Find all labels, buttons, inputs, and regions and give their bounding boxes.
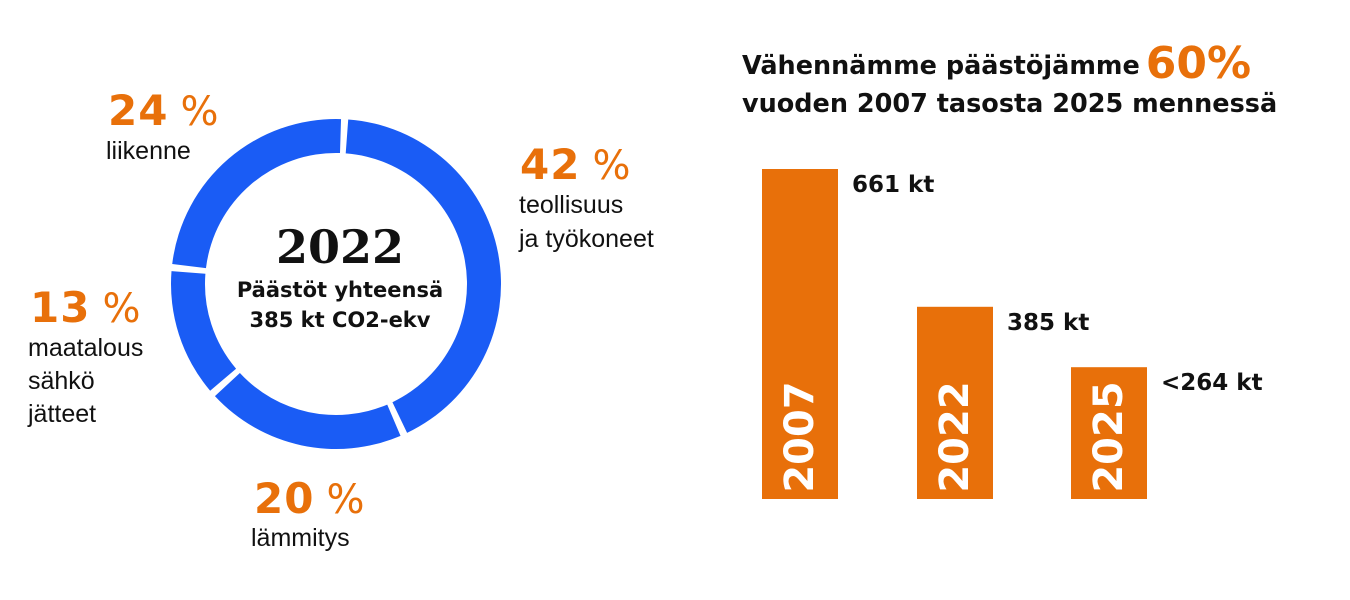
- bar-category-label-2025: 2025: [1086, 381, 1132, 492]
- bar-2007: [762, 169, 838, 499]
- chart-title-text: Vähennämme päästöjämme: [742, 51, 1140, 81]
- donut-slice-0: [345, 119, 501, 433]
- chart-title-accent: 60%: [1145, 38, 1252, 89]
- bar-category-label-2007: 2007: [777, 381, 823, 492]
- slice-label-jatteet: jätteet: [28, 400, 97, 428]
- slice-label-teollisuus-2: ja työkoneet: [519, 225, 654, 253]
- bar-category-label-2022: 2022: [932, 381, 978, 492]
- slice-percent-maatalous: 13%: [30, 283, 141, 332]
- slice-label-teollisuus-1: teollisuus: [519, 191, 624, 219]
- donut-slice-3: [172, 118, 342, 269]
- bar-2022: [917, 306, 993, 499]
- slice-percent-teollisuus: 42%: [520, 140, 631, 189]
- slice-label-sahko: sähkö: [28, 367, 95, 395]
- bar-value-label-2022: 385 kt: [1007, 310, 1089, 336]
- bar-value-label-2007: 661 kt: [852, 172, 934, 198]
- donut-center-total: 385 kt CO2-ekv: [249, 308, 431, 332]
- donut-center-label: Päästöt yhteensä: [236, 278, 444, 302]
- donut-center-year: 2022: [275, 220, 405, 274]
- bar-2025: [1071, 367, 1147, 499]
- slice-label-maatalous: maatalous: [28, 334, 144, 362]
- chart-title-line2: vuoden 2007 tasosta 2025 mennessä: [742, 89, 1278, 119]
- slice-percent-lammitys: 20%: [254, 474, 365, 523]
- slice-label-lammitys: lämmitys: [251, 524, 350, 552]
- bar-value-label-2025: <264 kt: [1161, 370, 1263, 396]
- donut-slice-2: [171, 271, 237, 391]
- slice-percent-liikenne: 24%: [108, 86, 219, 135]
- chart-title-line1: Vähennämme päästöjämme 60%: [742, 36, 1251, 92]
- slice-label-liikenne: liikenne: [106, 137, 191, 165]
- donut-slice-1: [214, 372, 401, 450]
